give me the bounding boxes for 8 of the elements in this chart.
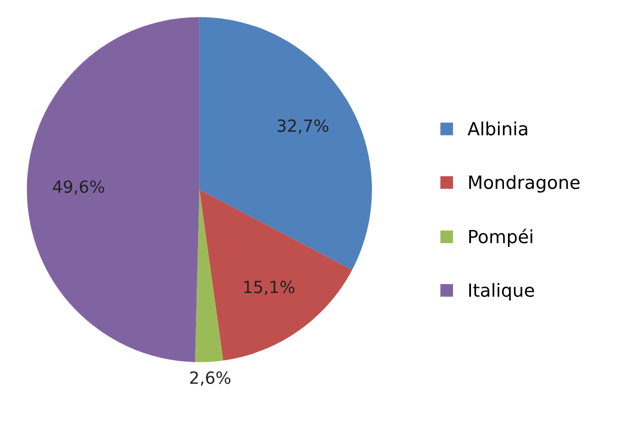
legend-label: Italique	[469, 283, 534, 300]
legend-label: Albinia	[468, 122, 528, 136]
data-label: 49,6%	[52, 180, 104, 195]
legend-label: Mondragone	[469, 175, 580, 193]
data-label: 2,6%	[190, 371, 230, 386]
legend-label: Pompéi	[469, 228, 532, 247]
data-label: 32,7%	[278, 119, 328, 134]
data-label: 15,1%	[244, 280, 294, 295]
